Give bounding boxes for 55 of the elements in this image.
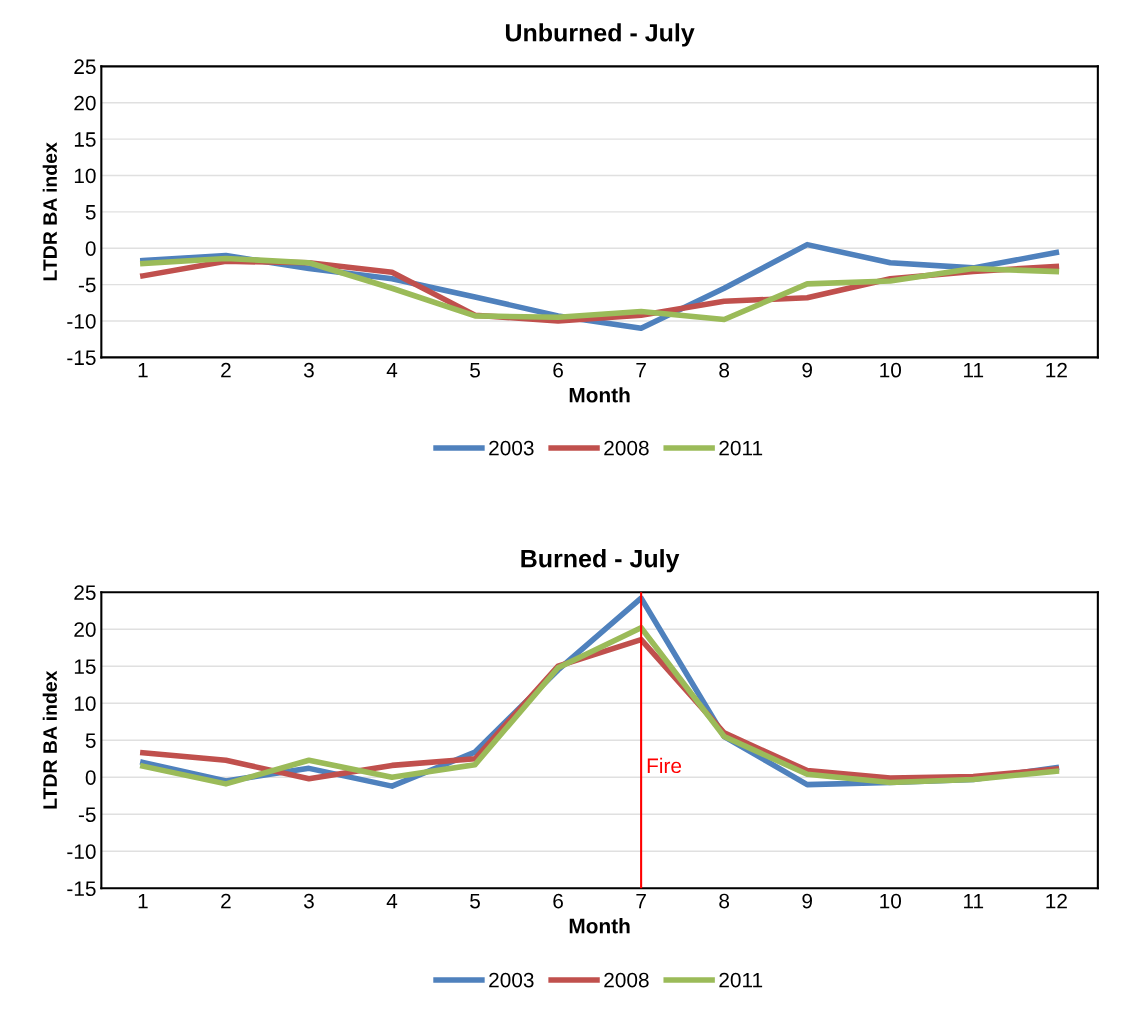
x-tick-label: 2: [221, 362, 231, 378]
y-tick-label: -15: [67, 881, 96, 897]
x-tick-label: 9: [802, 362, 813, 378]
y-tick-label: 10: [74, 168, 96, 184]
x-tick-label: 3: [303, 893, 314, 909]
y-tick-label: 15: [74, 659, 96, 674]
y-tick-label: 5: [85, 733, 96, 748]
y-tick-label: -10: [67, 313, 96, 329]
x-tick-label: 12: [1046, 893, 1067, 909]
x-axis-title: Month: [569, 918, 630, 934]
y-tick-label: 0: [85, 241, 96, 256]
y-tick-label: -5: [78, 807, 96, 822]
legend-label: 2008: [604, 440, 649, 456]
ref-line-label: Fire: [647, 757, 682, 774]
y-tick-label: 5: [85, 205, 96, 220]
y-tick-label: -5: [78, 277, 96, 293]
y-tick-label: 20: [74, 95, 96, 111]
x-axis-title: Month: [569, 387, 630, 403]
x-tick-label: 7: [636, 893, 646, 909]
x-tick-label: 9: [802, 893, 813, 909]
y-tick-label: 15: [74, 132, 96, 147]
y-tick-label: 0: [85, 770, 96, 785]
x-tick-label: 4: [386, 893, 398, 909]
y-tick-label: -15: [67, 350, 96, 366]
y-tick-label: 25: [74, 59, 96, 75]
x-tick-label: 5: [470, 893, 480, 909]
x-tick-label: 11: [964, 362, 984, 378]
chart-title: Burned - July: [521, 549, 680, 573]
x-tick-label: 3: [303, 362, 314, 378]
x-tick-label: 8: [719, 893, 730, 909]
y-axis-title: LTDR BA index: [42, 670, 57, 809]
x-tick-label: 4: [386, 362, 398, 378]
x-tick-label: 11: [964, 893, 984, 909]
x-tick-label: 10: [880, 362, 902, 378]
legend-label: 2003: [489, 972, 534, 988]
x-tick-label: 7: [636, 362, 646, 378]
y-tick-label: -10: [67, 844, 96, 860]
legend-label: 2008: [604, 972, 649, 988]
y-axis-title: LTDR BA index: [42, 142, 57, 281]
y-tick-label: 10: [74, 696, 96, 711]
chart-title: Unburned - July: [505, 23, 695, 47]
legend-label: 2011: [719, 440, 763, 456]
x-tick-label: 2: [221, 893, 231, 909]
legend-label: 2011: [719, 972, 763, 988]
x-tick-label: 10: [880, 893, 902, 909]
legend-label: 2003: [489, 440, 534, 456]
x-tick-label: 12: [1046, 362, 1067, 378]
x-tick-label: 6: [553, 362, 563, 378]
x-tick-label: 1: [138, 362, 148, 378]
y-tick-label: 20: [74, 622, 96, 637]
y-tick-label: 25: [74, 585, 96, 600]
x-tick-label: 8: [719, 362, 730, 378]
x-tick-label: 5: [470, 362, 480, 378]
x-tick-label: 6: [553, 893, 563, 909]
x-tick-label: 1: [138, 893, 148, 909]
